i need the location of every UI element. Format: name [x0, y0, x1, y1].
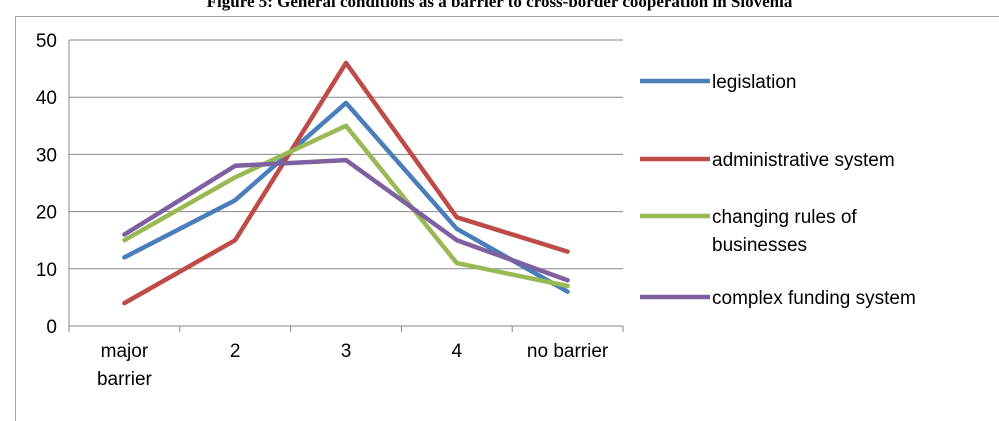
y-tick-label: 30 — [36, 145, 57, 166]
legend-label: complex funding system — [712, 288, 916, 309]
x-tick-label: major — [101, 341, 149, 362]
y-tick-label: 50 — [36, 31, 57, 52]
chart-area — [15, 16, 999, 421]
y-tick-label: 0 — [46, 317, 57, 338]
legend: legislation administrative system changing… — [640, 72, 916, 309]
x-tick-label: 4 — [452, 341, 463, 362]
legend-label: businesses — [712, 235, 807, 256]
legend-label: administrative system — [712, 150, 895, 171]
y-tick-label: 20 — [36, 203, 57, 224]
y-tick-label: 10 — [36, 260, 57, 281]
series-line-0 — [122, 100, 570, 294]
gridlines — [69, 39, 623, 270]
axes: 0 10 20 30 40 50 major barrier 2 3 4 no barrier — [36, 31, 624, 390]
x-tick-label: 2 — [230, 341, 241, 362]
series-line-2 — [122, 123, 570, 289]
x-tick-label: no barrier — [527, 341, 609, 362]
series-line-1 — [122, 60, 570, 306]
y-tick-label: 40 — [36, 88, 57, 109]
figure-title: Figure 5: General conditions as a barrie… — [206, 0, 793, 11]
series-line-3 — [122, 157, 570, 283]
legend-label: legislation — [712, 72, 797, 93]
x-tick-label: 3 — [341, 341, 352, 362]
series-lines — [122, 60, 570, 306]
legend-label: changing rules of — [712, 207, 857, 228]
x-tick-label: barrier — [97, 369, 153, 390]
